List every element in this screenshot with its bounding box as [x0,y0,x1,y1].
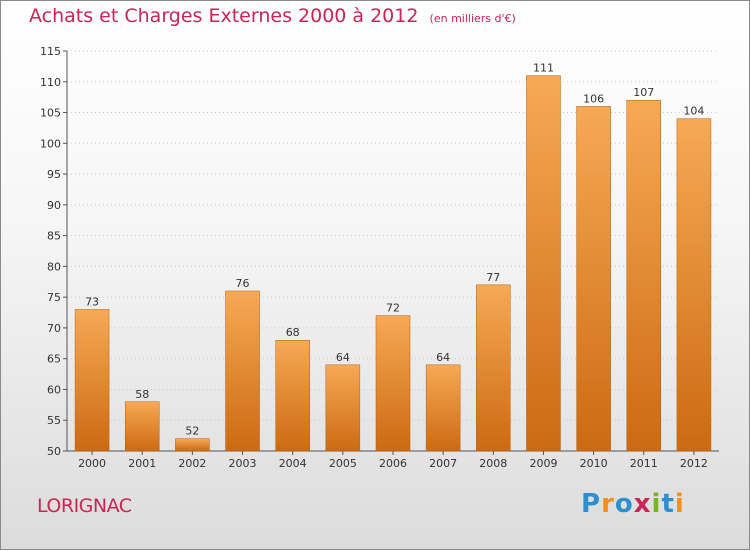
chart-title: Achats et Charges Externes 2000 à 2012 [29,5,419,27]
proxiti-logo[interactable]: Proxiti [581,489,685,519]
bar [425,364,461,452]
x-tick-label: 2007 [429,457,457,470]
data-label: 52 [185,425,199,438]
x-tick-label: 2010 [580,457,608,470]
logo-letter: P [581,489,602,519]
x-tick-label: 2009 [529,457,557,470]
chart-title-block: Achats et Charges Externes 2000 à 2012 (… [29,5,516,27]
bar [576,106,611,452]
bar [626,99,662,452]
x-tick-label: 2011 [630,457,658,470]
data-label: 64 [336,351,350,364]
data-label: 73 [85,295,99,308]
x-tick-label: 2002 [178,457,206,470]
y-tick-label: 115 [40,45,61,58]
x-tick-label: 2006 [379,457,407,470]
data-label: 77 [486,271,500,284]
logo-letter: r [601,489,615,519]
x-tick-label: 2001 [128,457,156,470]
x-tick-label: 2003 [229,457,257,470]
x-tick-label: 2012 [680,457,708,470]
logo-letter: x [633,489,652,519]
bar [325,364,361,452]
bar [375,315,411,452]
data-label: 64 [436,351,450,364]
bar [225,290,260,452]
data-label: 68 [286,326,300,339]
y-tick-label: 70 [47,322,61,335]
data-label: 76 [236,277,250,290]
y-tick-label: 90 [47,199,61,212]
y-tick-label: 55 [47,414,61,427]
data-label: 104 [683,105,704,118]
data-label: 106 [583,92,604,105]
y-tick-label: 80 [47,260,61,273]
x-tick-label: 2005 [329,457,357,470]
bar [526,75,561,452]
data-label: 111 [533,62,554,75]
bar [275,339,310,452]
commune-name: LORIGNAC [37,495,132,517]
y-tick-label: 100 [40,137,61,150]
bar [175,438,210,452]
y-tick-label: 75 [47,291,61,304]
logo-letter: o [614,489,634,519]
data-label: 107 [633,86,654,99]
data-label: 72 [386,302,400,315]
y-tick-label: 110 [40,76,61,89]
y-tick-label: 105 [40,107,61,120]
bar [676,118,712,452]
bar [476,284,511,452]
y-tick-label: 65 [47,353,61,366]
chart-subtitle: (en milliers d'€) [429,12,516,25]
logo-letter: i [651,489,662,519]
bar [124,401,160,452]
x-tick-label: 2008 [479,457,507,470]
x-tick-label: 2004 [279,457,307,470]
y-tick-label: 50 [47,445,61,458]
data-label: 58 [135,388,149,401]
bar [74,309,110,452]
y-tick-label: 95 [47,168,61,181]
y-tick-label: 60 [47,383,61,396]
x-tick-label: 2000 [78,457,106,470]
y-tick-label: 85 [47,230,61,243]
logo-letter: i [674,489,685,519]
logo-letter: t [661,489,675,519]
